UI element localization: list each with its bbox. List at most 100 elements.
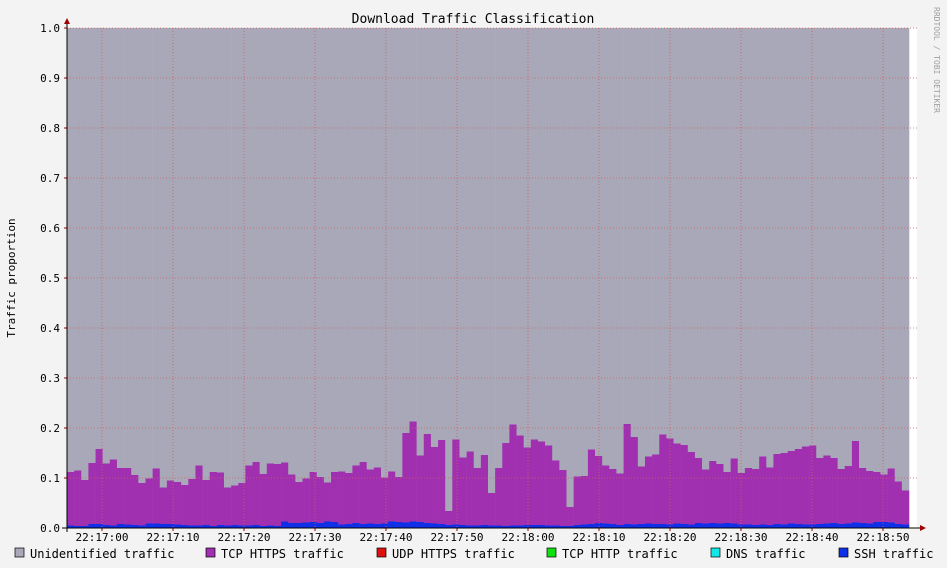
x-tick-label: 22:17:30 [289, 531, 342, 544]
bar-unidentified [759, 28, 767, 457]
bar-ssh [873, 522, 881, 528]
bar-unidentified [395, 28, 403, 477]
bar-ssh [523, 525, 532, 528]
y-tick-labels: 0.0 0.1 0.2 0.3 0.4 0.5 0.6 0.7 0.8 0.9 1.0 [40, 22, 60, 535]
bar-tcp-https [545, 445, 553, 526]
bar-unidentified [709, 28, 717, 461]
bar-ssh [67, 525, 75, 528]
bar-unidentified [644, 28, 653, 457]
y-tick-label: 0.3 [40, 372, 60, 385]
bar-tcp-https [537, 441, 546, 525]
legend-swatch [14, 547, 25, 558]
bar-unidentified [523, 28, 532, 448]
bar-ssh [773, 524, 781, 528]
bar-unidentified [109, 28, 118, 460]
bar-ssh [901, 524, 910, 528]
bar-unidentified [573, 28, 582, 477]
bar-ssh [416, 522, 425, 528]
bar-unidentified [74, 28, 82, 471]
bar-ssh [801, 524, 810, 528]
bar-ssh [637, 524, 646, 528]
bar-ssh [466, 525, 475, 528]
bar-tcp-https [587, 449, 596, 524]
bar-unidentified [345, 28, 353, 473]
bar-unidentified [252, 28, 260, 462]
bar-tcp-https [630, 437, 639, 525]
bar-ssh [338, 524, 346, 528]
bar-unidentified [409, 28, 417, 422]
bar-unidentified [723, 28, 731, 472]
bar-tcp-https [216, 472, 225, 525]
bar-tcp-https [95, 449, 103, 524]
bar-tcp-https [331, 472, 339, 522]
bar-unidentified [452, 28, 460, 440]
bar-tcp-https [452, 439, 460, 525]
bar-tcp-https [488, 493, 496, 526]
bar-unidentified [124, 28, 132, 468]
bar-ssh [109, 525, 118, 528]
bar-unidentified [480, 28, 489, 455]
bar-ssh [480, 525, 489, 528]
bar-tcp-https [851, 441, 860, 523]
bar-tcp-https [744, 468, 753, 525]
bar-tcp-https [266, 463, 275, 526]
y-tick-label: 0.4 [40, 322, 60, 335]
bar-tcp-https [709, 461, 717, 523]
bar-ssh [559, 526, 567, 528]
bar-ssh [95, 524, 103, 528]
bar-ssh [430, 523, 439, 528]
legend-label: TCP HTTPS traffic [221, 547, 344, 561]
bar-unidentified [801, 28, 810, 447]
bar-ssh [702, 523, 710, 528]
bar-ssh [359, 524, 367, 528]
bar-unidentified [680, 28, 689, 445]
x-tick-label: 22:18:40 [786, 531, 839, 544]
bar-ssh [202, 525, 211, 528]
bar-ssh [452, 524, 460, 528]
bar-tcp-https [859, 468, 867, 523]
bar-unidentified [174, 28, 182, 482]
bar-unidentified [281, 28, 289, 463]
bar-tcp-https [202, 480, 211, 525]
bar-unidentified [837, 28, 846, 469]
bar-unidentified [416, 28, 425, 456]
y-axis-arrow [64, 18, 70, 24]
bar-unidentified [202, 28, 211, 480]
bar-ssh [530, 525, 539, 528]
bar-unidentified [637, 28, 646, 467]
bar-ssh [887, 522, 896, 528]
bar-tcp-https [816, 458, 824, 524]
bar-ssh [131, 525, 139, 528]
bar-tcp-https [245, 465, 253, 526]
bar-tcp-https [652, 454, 660, 524]
x-tick-label: 22:18:00 [502, 531, 555, 544]
bar-unidentified [116, 28, 125, 468]
bar-unidentified [602, 28, 610, 466]
bar-ssh [402, 522, 410, 528]
bar-tcp-https [174, 482, 182, 525]
bar-ssh [709, 523, 717, 528]
bar-tcp-https [323, 482, 332, 522]
bar-tcp-https [694, 458, 703, 523]
bar-tcp-https [702, 469, 710, 524]
bar-unidentified [102, 28, 111, 464]
bar-unidentified [530, 28, 539, 440]
bar-ssh [866, 523, 874, 528]
bar-tcp-https [67, 472, 75, 526]
bar-tcp-https [138, 483, 146, 526]
x-tick-label: 22:17:00 [76, 531, 129, 544]
bar-ssh [644, 523, 653, 528]
bar-ssh [566, 526, 574, 528]
bar-ssh [438, 524, 446, 528]
bar-ssh [630, 524, 639, 528]
bar-unidentified [438, 28, 446, 440]
bar-unidentified [459, 28, 467, 458]
bar-tcp-https [359, 462, 367, 524]
bar-tcp-https [502, 443, 510, 526]
bar-ssh [516, 525, 524, 528]
bar-unidentified [402, 28, 410, 433]
bar-unidentified [616, 28, 624, 474]
bar-unidentified [694, 28, 703, 458]
bar-tcp-https [430, 447, 439, 524]
